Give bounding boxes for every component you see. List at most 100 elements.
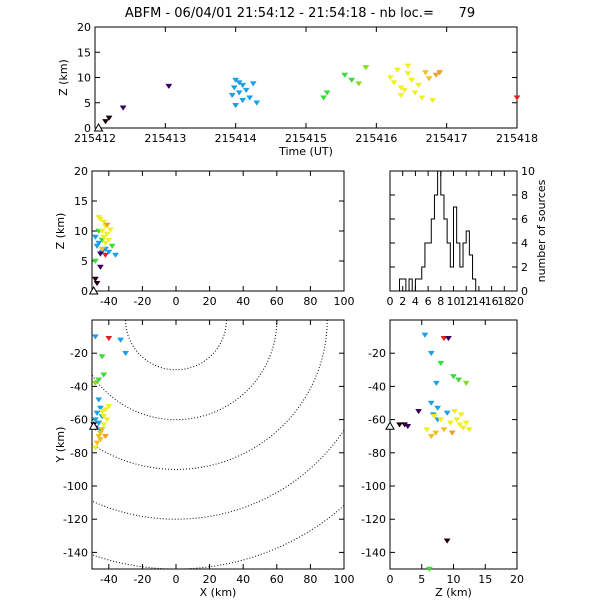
z_y_view-point	[440, 427, 448, 433]
x_altitude-point	[95, 214, 103, 221]
altitude_histogram-xtick-label: 14	[472, 295, 486, 308]
plan_view-point	[117, 337, 125, 343]
x_altitude-point	[98, 246, 106, 252]
time_altitude-point	[230, 85, 238, 91]
time_altitude-point	[246, 95, 254, 101]
x_altitude-ytick-label: 15	[74, 195, 88, 208]
plan_view-xtick-label: 40	[236, 573, 250, 586]
time_altitude-point	[404, 71, 412, 77]
x_altitude-xtick-label: -40	[100, 295, 118, 308]
x_altitude-point	[100, 234, 108, 240]
x_altitude-ytick-label: 0	[81, 285, 88, 298]
station-marker	[88, 421, 99, 430]
altitude_histogram-ylabel: number of sources	[535, 179, 548, 282]
z_y_view-point	[425, 566, 433, 572]
plan_view-point	[93, 410, 101, 416]
x_altitude-point	[103, 222, 111, 228]
plan_view-ytick-label: -100	[63, 480, 88, 493]
x_altitude-point	[101, 252, 109, 258]
time_altitude-ylabel: Z (km)	[57, 59, 70, 96]
x_altitude-xtick-label: 100	[334, 295, 355, 308]
plan_view-point	[122, 350, 130, 357]
plan_view-point	[95, 420, 103, 426]
z_y_view-ytick-label: -40	[368, 380, 386, 393]
plan_view-xtick-label: -20	[133, 573, 151, 586]
time_altitude-ytick-label: 20	[77, 21, 91, 34]
z_y_view-point	[396, 422, 403, 428]
z_y_view-point	[421, 332, 429, 338]
z_y_view-xtick-label: 5	[418, 573, 425, 586]
plan_view-point	[91, 445, 99, 451]
x_altitude-point	[96, 251, 104, 257]
plan_view-point	[91, 334, 99, 340]
time_altitude-point	[422, 70, 430, 76]
time_altitude-point	[320, 95, 328, 101]
time_altitude-point	[232, 77, 240, 83]
time_altitude-point	[323, 90, 331, 96]
altitude_histogram-ytick-label: 0	[521, 285, 528, 298]
z_y_view-point	[451, 409, 459, 415]
time_altitude-xtick-label: 215414	[215, 132, 257, 145]
time_altitude-point	[165, 83, 173, 90]
time_altitude-point	[418, 95, 426, 101]
altitude_histogram-ytick-label: 2	[521, 261, 528, 274]
time_altitude-point	[239, 97, 247, 104]
altitude_histogram-xtick-label: 6	[425, 295, 432, 308]
x_altitude-point	[91, 276, 99, 282]
time_altitude-point	[253, 100, 261, 106]
time_altitude-point	[105, 115, 113, 121]
plan_view-point	[91, 380, 99, 387]
x_altitude-xtick-label: 40	[236, 295, 250, 308]
plan_view-xtick-label: 20	[203, 573, 217, 586]
z_y_view-ytick-label: -140	[361, 546, 386, 559]
time_altitude-point	[242, 87, 250, 94]
x_altitude-point	[105, 249, 113, 255]
plan_view-point	[105, 336, 113, 342]
plan_view-xtick-label: 100	[334, 573, 355, 586]
time_altitude-ytick-label: 10	[77, 72, 91, 85]
x_altitude-point	[93, 280, 101, 287]
time_altitude-point	[235, 80, 243, 86]
z_y_view-point	[457, 412, 465, 418]
z_y_view-point	[432, 380, 440, 387]
z_y_view-point	[462, 380, 470, 387]
z_y_view-point	[437, 417, 445, 423]
x_altitude-point	[91, 258, 99, 264]
x_altitude-xtick-label: 60	[270, 295, 284, 308]
plan_view-point	[100, 372, 108, 378]
x_altitude-point	[91, 234, 99, 240]
z_y_view-point	[459, 425, 467, 431]
time_altitude-ytick-label: 0	[84, 122, 91, 135]
time_altitude-point	[425, 76, 433, 82]
time_altitude-point	[348, 77, 356, 83]
time_altitude-point	[408, 77, 415, 83]
z_y_view-point	[450, 374, 457, 380]
plan_view-xtick-label: 0	[173, 573, 180, 586]
plan_view-point	[95, 377, 103, 383]
time_altitude-point	[513, 95, 521, 101]
z_y_view-xtick-label: 0	[387, 573, 394, 586]
time_altitude-point	[429, 97, 437, 104]
z_y_view-point	[434, 405, 442, 411]
plan_view-point	[101, 433, 109, 440]
z_y_view-point	[443, 410, 451, 416]
time_altitude-frame	[94, 26, 518, 129]
plan_view-ytick-label: -120	[63, 513, 88, 526]
z_y_view-point	[462, 420, 470, 426]
time_altitude-point	[232, 103, 240, 109]
plan_view-ytick-label: -80	[70, 447, 88, 460]
altitude_histogram-xtick-label: 20	[510, 295, 524, 308]
plan_view-point	[98, 354, 106, 360]
time_altitude-point	[397, 85, 405, 91]
plan_view-point	[93, 440, 101, 446]
x_altitude-point	[107, 227, 114, 233]
z_y_view-point	[446, 420, 454, 426]
z_y_view-point	[427, 433, 435, 440]
plan_view-xtick-label: -40	[100, 573, 118, 586]
plan_view-ytick-label: -20	[70, 347, 88, 360]
z_y_view-point	[440, 336, 448, 342]
z_y_view-point	[443, 538, 451, 544]
altitude_histogram-ytick-label: 10	[521, 165, 535, 178]
x_altitude-ytick-label: 5	[81, 255, 88, 268]
z_y_view-xtick-label: 15	[478, 573, 492, 586]
